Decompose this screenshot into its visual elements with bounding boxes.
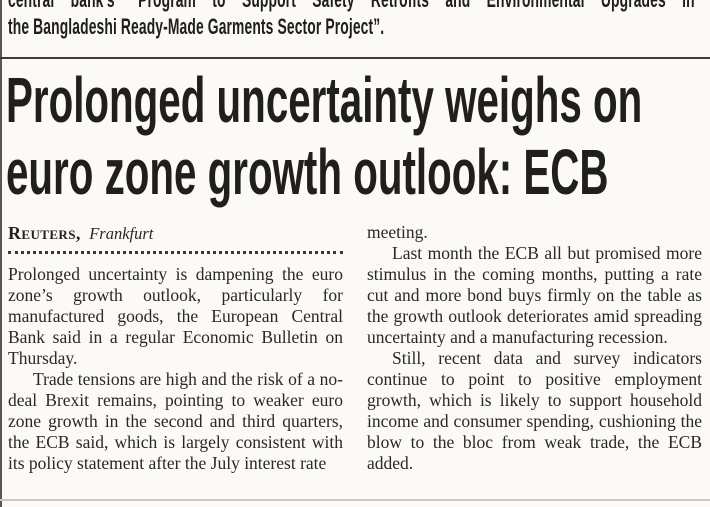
article-headline: Prolonged uncertainty weighs on euro zon… bbox=[6, 64, 710, 208]
byline: Reuters, Frankfurt bbox=[8, 221, 343, 246]
dotted-separator bbox=[8, 251, 343, 254]
paragraph-2: Trade tensions are high and the risk of … bbox=[8, 369, 343, 473]
section-bottom-rule bbox=[0, 499, 710, 501]
byline-agency: Reuters, bbox=[8, 223, 81, 243]
left-column: Reuters, Frankfurt Prolonged uncertainty… bbox=[8, 221, 343, 474]
paragraph-2-continued: meeting. bbox=[367, 222, 428, 242]
snippet-line-1: central bank's “Program to Support Safet… bbox=[8, 0, 695, 13]
previous-article-snippet: central bank's “Program to Support Safet… bbox=[8, 0, 695, 40]
paragraph-1: Prolonged uncertainty is dampening the e… bbox=[8, 264, 343, 368]
snippet-line-2: the Bangladeshi Ready-Made Garments Sect… bbox=[8, 14, 385, 39]
paragraph-3: Last month the ECB all but promised more… bbox=[367, 243, 702, 347]
headline-line-1: Prolonged uncertainty weighs on bbox=[6, 64, 643, 136]
article-columns: Reuters, Frankfurt Prolonged uncertainty… bbox=[8, 221, 702, 474]
article-divider-rule bbox=[0, 57, 710, 59]
headline-line-2: euro zone growth outlook: ECB bbox=[6, 136, 609, 208]
paragraph-4: Still, recent data and survey indicators… bbox=[367, 348, 702, 473]
page-edge-line bbox=[0, 0, 2, 507]
right-column: meeting. Last month the ECB all but prom… bbox=[367, 221, 702, 474]
byline-location: Frankfurt bbox=[89, 224, 154, 243]
